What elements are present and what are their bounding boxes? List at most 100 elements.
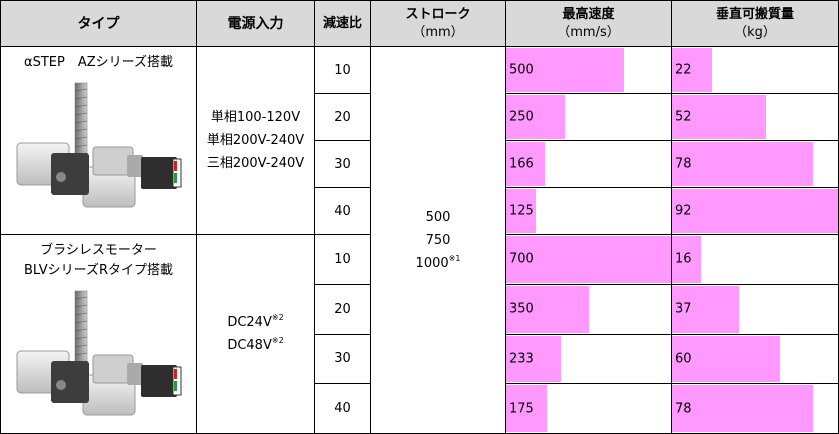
power-cell: 単相100-120V 単相200V-240V 三相200V-240V (196, 46, 315, 235)
speed-cell: 250 (505, 93, 672, 141)
stroke-cell: 500 750 1000※1 (370, 46, 506, 434)
ratio-cell: 30 (314, 333, 371, 385)
ratio-cell: 10 (314, 46, 371, 94)
payload-bar (672, 142, 813, 186)
stroke-value: 1000※1 (371, 252, 505, 275)
payload-bar (672, 385, 813, 432)
power-text: 三相200V-240V (206, 156, 305, 171)
power-line: 三相200V-240V (197, 152, 314, 175)
power-text: 単相100-120V (210, 110, 301, 125)
header-stroke-label: ストローク (405, 6, 471, 22)
ratio-cell: 20 (314, 93, 371, 141)
speed-cell: 125 (505, 187, 672, 235)
linear-actuator-az-image (16, 82, 181, 208)
linear-actuator-blv-image (16, 290, 181, 416)
stroke-value-text: 750 (425, 232, 451, 248)
header-type: タイプ (0, 0, 197, 47)
ratio-cell: 30 (314, 140, 371, 188)
speed-bar (506, 285, 589, 333)
power-line: DC48V※2 (197, 334, 314, 357)
power-note: ※2 (271, 313, 284, 322)
power-cell: DC24V※2 DC48V※2 (196, 234, 315, 434)
header-ratio: 減速比 (314, 0, 371, 47)
payload-value: 78 (675, 156, 692, 172)
power-line: 単相200V-240V (197, 129, 314, 152)
header-power: 電源入力 (196, 0, 315, 47)
power-line: 単相100-120V (197, 106, 314, 129)
header-stroke: ストローク （mm） (370, 0, 506, 47)
header-payload-unit: （kg） (734, 24, 776, 40)
payload-bar (672, 48, 712, 92)
speed-cell: 166 (505, 140, 672, 188)
payload-cell: 16 (671, 234, 839, 285)
type-name-line: ブラシレスモーター (40, 243, 157, 258)
speed-value: 166 (509, 156, 534, 172)
payload-bar (672, 285, 739, 333)
speed-cell: 700 (505, 234, 672, 285)
payload-value: 16 (675, 251, 692, 267)
stroke-note: ※1 (448, 253, 461, 263)
payload-bar (672, 189, 838, 233)
speed-bar (506, 236, 671, 283)
speed-cell: 233 (505, 333, 672, 385)
header-payload: 垂直可搬質量 （kg） (671, 0, 839, 47)
table-row: 30 233 60 (1, 333, 839, 385)
type-cell: ブラシレスモーター BLVシリーズRタイプ搭載 (0, 234, 197, 434)
table-row: 20 250 52 (1, 93, 839, 141)
payload-value: 92 (675, 203, 692, 219)
header-speed-label: 最高速度 (562, 6, 615, 22)
speed-bar (506, 189, 536, 233)
power-text: DC24V (227, 315, 272, 330)
speed-bar (506, 95, 565, 139)
header-speed: 最高速度 （mm/s） (505, 0, 672, 47)
type-cell: αSTEP AZシリーズ搭載 (0, 46, 197, 235)
power-text: 単相200V-240V (206, 133, 305, 148)
speed-cell: 175 (505, 383, 672, 434)
power-text: DC48V (227, 338, 272, 353)
stroke-value-text: 500 (425, 209, 451, 225)
payload-cell: 60 (671, 333, 839, 385)
ratio-cell: 40 (314, 187, 371, 235)
ratio-cell: 20 (314, 283, 371, 335)
payload-cell: 78 (671, 383, 839, 434)
payload-bar (672, 335, 781, 383)
payload-value: 22 (675, 62, 692, 78)
payload-cell: 92 (671, 187, 839, 235)
payload-value: 37 (675, 301, 692, 317)
speed-value: 350 (509, 301, 534, 317)
speed-value: 175 (509, 401, 534, 417)
type-name: ブラシレスモーター BLVシリーズRタイプ搭載 (1, 235, 196, 281)
speed-cell: 350 (505, 283, 672, 335)
speed-value: 233 (509, 351, 534, 367)
type-name-line: BLVシリーズRタイプ搭載 (23, 263, 173, 278)
speed-value: 125 (509, 203, 534, 219)
table-row: ブラシレスモーター BLVシリーズRタイプ搭載 DC24V※2 DC48V※2 10 (0, 234, 839, 434)
payload-cell: 52 (671, 93, 839, 141)
header-row: タイプ 電源入力 減速比 ストローク （mm） 最高速度 （mm/s） 垂直可搬… (0, 0, 839, 47)
type-name: αSTEP AZシリーズ搭載 (1, 47, 196, 73)
speed-bar (506, 48, 624, 92)
table-row: 40 125 92 (1, 187, 839, 235)
payload-cell: 78 (671, 140, 839, 188)
payload-value: 60 (675, 351, 692, 367)
speed-bar (506, 142, 546, 186)
payload-value: 52 (675, 109, 692, 125)
speed-value: 500 (509, 62, 534, 78)
payload-value: 78 (675, 401, 692, 417)
stroke-value-text: 1000 (415, 255, 449, 271)
header-stroke-unit: （mm） (412, 24, 464, 40)
payload-bar (672, 236, 701, 283)
header-payload-label: 垂直可搬質量 (715, 6, 794, 22)
payload-cell: 37 (671, 283, 839, 335)
speed-value: 700 (509, 251, 534, 267)
header-speed-unit: （mm/s） (557, 24, 620, 40)
table-row: αSTEP AZシリーズ搭載 単相100-120V 単相200V-240V 三相2 (0, 46, 839, 434)
ratio-cell: 10 (314, 234, 371, 285)
ratio-cell: 40 (314, 383, 371, 434)
stroke-value: 750 (371, 229, 505, 252)
stroke-value: 500 (371, 206, 505, 229)
power-line: DC24V※2 (197, 311, 314, 334)
speed-cell: 500 (505, 46, 672, 94)
power-note: ※2 (271, 336, 284, 345)
